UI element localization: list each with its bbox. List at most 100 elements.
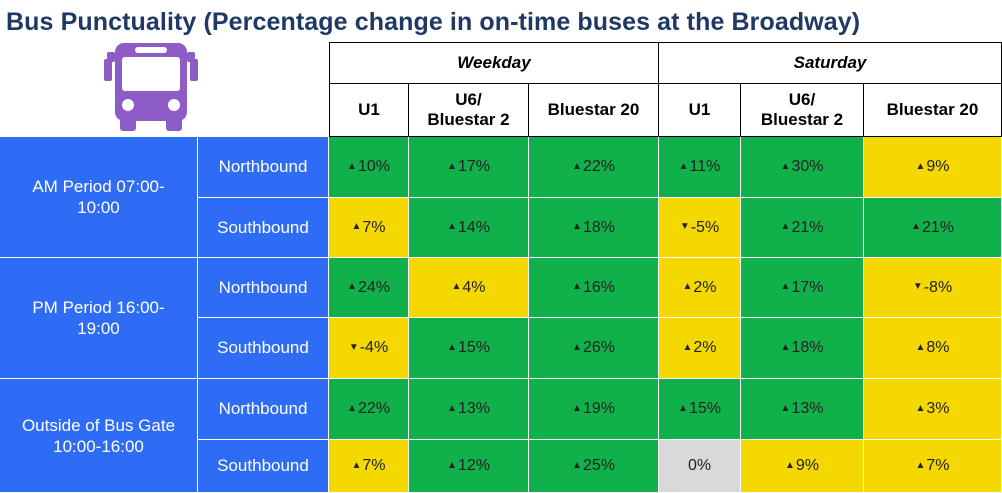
direction-label: Northbound [198, 137, 329, 198]
up-triangle-icon: ▲ [572, 160, 582, 172]
up-triangle-icon: ▲ [780, 341, 791, 353]
value-cell: ▼ -5% [659, 198, 741, 258]
route-header: U1 [659, 84, 741, 137]
value-text: 3% [926, 400, 950, 417]
period-label-pm: PM Period 16:00- 19:00 [0, 258, 198, 379]
value-text: 7% [362, 218, 386, 236]
value-text: -5% [690, 218, 720, 236]
value-text: 24% [357, 278, 390, 296]
value-cell: ▲ 17% [409, 137, 529, 198]
up-triangle-icon: ▲ [780, 221, 791, 232]
value-cell: ▲ 7% [329, 440, 409, 493]
route-header: Bluestar 20 [864, 84, 1002, 137]
value-cell: ▲ 16% [529, 258, 659, 318]
value-text: 11% [689, 158, 721, 175]
value-cell: ▲ 12% [409, 440, 529, 493]
up-triangle-icon: ▲ [572, 281, 582, 292]
value-text: 18% [582, 218, 615, 236]
value-text: 14% [457, 218, 490, 236]
down-triangle-icon: ▼ [912, 281, 923, 292]
value-cell: ▲ 4% [409, 258, 529, 318]
route-header: U1 [329, 84, 409, 137]
up-triangle-icon: ▲ [780, 402, 791, 414]
group-header-saturday: Saturday [659, 42, 1002, 84]
up-triangle-icon: ▲ [780, 281, 791, 292]
up-triangle-icon: ▲ [915, 160, 926, 172]
value-text: 17% [457, 158, 490, 175]
value-text: 15% [688, 400, 721, 417]
value-text: 17% [791, 278, 824, 296]
value-text: 18% [791, 339, 824, 356]
up-triangle-icon: ▲ [784, 459, 795, 471]
value-text: 0% [687, 457, 712, 474]
up-triangle-icon: ▲ [780, 160, 791, 172]
value-cell: ▲ 15% [409, 318, 529, 379]
value-cell: ▼ -4% [329, 318, 409, 379]
up-triangle-icon: ▲ [572, 402, 582, 414]
value-text: 25% [582, 457, 615, 474]
bus-icon [104, 43, 198, 131]
group-header-weekday: Weekday [329, 42, 659, 84]
up-triangle-icon: ▲ [915, 402, 926, 414]
direction-label: Southbound [198, 318, 329, 379]
value-cell: ▲ 9% [864, 137, 1002, 198]
value-text: 16% [582, 278, 615, 296]
value-cell: ▲ 8% [864, 318, 1002, 379]
value-cell: ▲ 2% [659, 318, 741, 379]
value-text: 2% [693, 339, 717, 356]
page-title: Bus Punctuality (Percentage change in on… [6, 8, 861, 36]
value-cell: ▲ 24% [329, 258, 409, 318]
value-cell: ▲ 10% [329, 137, 409, 198]
direction-label: Southbound [198, 440, 329, 493]
up-triangle-icon: ▲ [447, 341, 457, 353]
up-triangle-icon: ▲ [572, 221, 582, 232]
value-text: -8% [923, 278, 953, 296]
value-text: 10% [357, 158, 390, 175]
up-triangle-icon: ▲ [447, 459, 457, 471]
value-text: 22% [582, 158, 615, 175]
route-header: Bluestar 20 [529, 84, 659, 137]
up-triangle-icon: ▲ [682, 341, 693, 353]
up-triangle-icon: ▲ [572, 341, 582, 353]
value-cell: ▲ 19% [529, 379, 659, 440]
value-cell: ▲ 25% [529, 440, 659, 493]
value-cell: ▲ 9% [741, 440, 864, 493]
value-cell: ▲ 15% [659, 379, 741, 440]
up-triangle-icon: ▲ [678, 160, 689, 172]
period-label-am: AM Period 07:00- 10:00 [0, 137, 198, 258]
value-text: 8% [926, 339, 950, 356]
value-cell: ▲ 3% [864, 379, 1002, 440]
value-text: 9% [926, 158, 950, 175]
value-cell: ▲ 18% [529, 198, 659, 258]
period-label-outside-bus-gate: Outside of Bus Gate 10:00-16:00 [0, 379, 198, 493]
value-text: 30% [791, 158, 824, 175]
up-triangle-icon: ▲ [447, 221, 457, 232]
direction-label: Northbound [198, 379, 329, 440]
down-triangle-icon: ▼ [679, 221, 690, 232]
value-text: 26% [582, 339, 615, 356]
value-cell: ▲ 18% [741, 318, 864, 379]
up-triangle-icon: ▲ [347, 281, 357, 292]
up-triangle-icon: ▲ [678, 402, 688, 414]
up-triangle-icon: ▲ [447, 160, 457, 172]
value-cell: ▲ 14% [409, 198, 529, 258]
up-triangle-icon: ▲ [911, 221, 921, 232]
punctuality-table: Weekday Saturday U1 U6/ Bluestar 2 Blues… [0, 42, 1002, 493]
value-cell: ▲ 22% [529, 137, 659, 198]
up-triangle-icon: ▲ [351, 459, 362, 471]
up-triangle-icon: ▲ [572, 459, 582, 471]
value-text: 22% [357, 400, 390, 417]
value-text: 7% [926, 457, 950, 474]
direction-label: Northbound [198, 258, 329, 318]
value-cell: ▲ 26% [529, 318, 659, 379]
value-cell: ▼ -8% [864, 258, 1002, 318]
value-text: 4% [462, 278, 486, 296]
down-triangle-icon: ▼ [348, 341, 359, 353]
up-triangle-icon: ▲ [915, 341, 926, 353]
value-cell: ▲ 13% [741, 379, 864, 440]
value-cell: ▲ 11% [659, 137, 741, 198]
value-text: 9% [795, 457, 820, 474]
value-text: 13% [791, 400, 824, 417]
value-text: 21% [921, 218, 954, 236]
value-cell: ▲ 21% [741, 198, 864, 258]
